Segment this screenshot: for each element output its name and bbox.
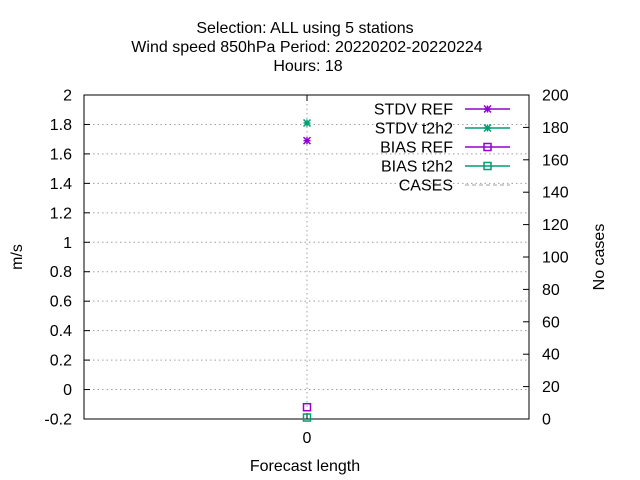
data-point <box>302 413 312 422</box>
legend-label: BIAS REF <box>380 140 453 157</box>
x-tick-label: 0 <box>303 430 312 447</box>
y-tick-label: 0.6 <box>50 294 72 311</box>
y2-tick-label: 40 <box>542 347 560 364</box>
series-bias-t2h2 <box>302 413 312 422</box>
legend-item: BIAS t2h2 <box>381 159 510 176</box>
data-point <box>302 402 312 412</box>
x-axis-label: Forecast length <box>250 458 360 475</box>
legend-marker <box>483 142 492 152</box>
y-tick-label: 1.4 <box>50 176 72 193</box>
y2-tick-label: 120 <box>542 217 569 234</box>
data-point <box>302 118 312 128</box>
y-axis-label: m/s <box>9 244 26 270</box>
y-tick-label: 0.8 <box>50 264 72 281</box>
title-line-2: Wind speed 850hPa Period: 20220202-20220… <box>131 39 482 56</box>
y2-tick-label: 160 <box>542 152 569 169</box>
legend-label: BIAS t2h2 <box>381 159 453 176</box>
y-axis-tick-labels: 2 1.8 1.6 1.4 1.2 1 0.8 0.6 0.4 0.2 0 -0.2 <box>44 88 72 429</box>
legend-marker <box>483 161 492 171</box>
y-tick-label: 1.2 <box>50 205 72 222</box>
y2-tick-label: 200 <box>542 88 569 105</box>
y-tick-label: 1.8 <box>50 117 72 134</box>
x-axis-tick-labels: 0 <box>303 430 312 447</box>
legend-marker <box>483 123 492 133</box>
y2-axis-label: No cases <box>591 224 608 291</box>
legend: STDV REF STDV t2h2 BIAS REF BIAS t2h2 CASES <box>374 102 510 195</box>
legend-label: STDV REF <box>374 102 453 119</box>
legend-item: CASES <box>399 178 510 195</box>
y-tick-label: 0 <box>63 382 72 399</box>
y2-tick-label: 180 <box>542 120 569 137</box>
y-tick-label: 2 <box>63 88 72 105</box>
axis-ticks <box>84 94 529 420</box>
legend-label: CASES <box>399 178 453 195</box>
legend-label: STDV t2h2 <box>375 121 453 138</box>
grid <box>84 95 529 419</box>
y2-tick-label: 100 <box>542 250 569 267</box>
series-stdv-ref <box>302 136 312 145</box>
legend-item: BIAS REF <box>380 140 510 157</box>
y2-tick-label: 80 <box>542 282 560 299</box>
y2-tick-label: 20 <box>542 379 560 396</box>
title-line-1: Selection: ALL using 5 stations <box>196 20 413 37</box>
y-tick-label: 0.4 <box>50 323 72 340</box>
data-point <box>302 136 312 145</box>
legend-item: STDV t2h2 <box>375 121 510 138</box>
title-line-3: Hours: 18 <box>273 58 342 75</box>
y-tick-label: -0.2 <box>44 412 72 429</box>
legend-item: STDV REF <box>374 102 510 119</box>
y2-tick-label: 60 <box>542 314 560 331</box>
y-tick-label: 1.6 <box>50 146 72 163</box>
y-tick-label: 0.2 <box>50 353 72 370</box>
chart-title: Selection: ALL using 5 stations Wind spe… <box>131 20 482 75</box>
y2-tick-label: 140 <box>542 185 569 202</box>
y2-tick-label: 0 <box>542 412 551 429</box>
y-tick-label: 1 <box>63 235 72 252</box>
data-series <box>302 118 312 422</box>
series-stdv-t2h2 <box>302 118 312 128</box>
series-bias-ref <box>302 402 312 412</box>
legend-marker <box>483 104 492 114</box>
